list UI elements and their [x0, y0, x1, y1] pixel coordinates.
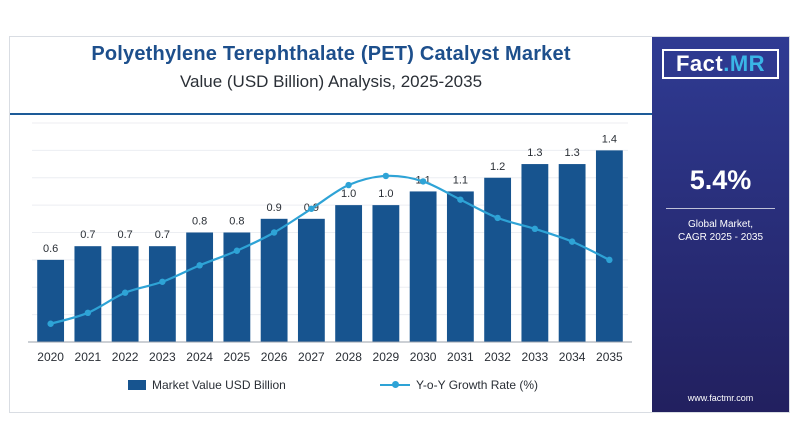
growth-rate-point [233, 247, 241, 254]
bar [297, 218, 325, 342]
bar-value-label: 1.1 [453, 174, 468, 186]
side-divider [666, 208, 775, 209]
growth-rate-point [345, 181, 352, 189]
growth-rate-point [568, 238, 576, 245]
x-tick-label: 2028 [335, 350, 362, 364]
bar-value-label: 0.7 [155, 229, 170, 241]
x-tick-label: 2025 [224, 350, 251, 364]
legend-item-bars: Market Value USD Billion [128, 378, 286, 392]
bar [74, 246, 102, 342]
bar-value-label: 1.4 [602, 133, 617, 145]
growth-rate-point [494, 214, 501, 222]
bar-value-label: 0.7 [117, 229, 132, 241]
bar [521, 164, 549, 342]
growth-rate-point [84, 309, 92, 316]
x-tick-label: 2021 [75, 350, 102, 364]
x-tick-label: 2020 [37, 350, 64, 364]
cagr-value: 5.4% [689, 165, 752, 195]
x-tick-label: 2027 [298, 350, 325, 364]
bar-value-label: 1.3 [527, 147, 542, 159]
x-tick-label: 2024 [186, 350, 213, 364]
factmr-logo: Fact .MR [662, 49, 779, 79]
bar-value-label: 0.8 [192, 216, 207, 228]
legend-line-swatch [380, 381, 410, 388]
bar [446, 191, 474, 342]
x-tick-label: 2032 [484, 350, 511, 364]
growth-rate-point [47, 320, 54, 327]
cagr-label: Global Market, CAGR 2025 - 2035 [652, 218, 789, 244]
title-divider [10, 113, 652, 115]
growth-rate-point [121, 289, 129, 296]
growth-rate-point [457, 196, 464, 203]
growth-rate-point [196, 262, 203, 269]
cagr-label-line1: Global Market, [687, 219, 754, 230]
growth-rate-point [531, 225, 539, 233]
logo-text-part2: .MR [723, 51, 766, 76]
growth-rate-point [419, 178, 427, 185]
legend-bar-label: Market Value USD Billion [152, 378, 286, 392]
plot-area: 0.6 2020 0.7 2021 0.7 2022 0.7 2023 0.8 2024 0.8 20… [28, 122, 632, 364]
x-tick-label: 2035 [596, 350, 623, 364]
legend: Market Value USD Billion Y-o-Y Growth Ra… [10, 376, 652, 396]
x-tick-label: 2029 [373, 350, 400, 364]
bar-value-label: 1.3 [564, 147, 579, 159]
bar [260, 218, 288, 342]
x-tick-label: 2023 [149, 350, 176, 364]
bar-value-label: 1.0 [378, 188, 393, 200]
bar-value-label: 0.6 [43, 243, 58, 255]
bar [37, 259, 65, 342]
bar-value-label: 1.2 [490, 161, 505, 173]
chart-frame: Polyethylene Terephthalate (PET) Catalys… [9, 36, 790, 413]
bar [558, 164, 586, 342]
x-tick-label: 2034 [559, 350, 586, 364]
growth-rate-point [382, 172, 390, 180]
bar [409, 191, 437, 342]
cagr-label-line2: CAGR 2025 - 2035 [677, 232, 764, 243]
growth-rate-point [308, 205, 315, 212]
growth-rate-point [159, 278, 166, 285]
chart-area: Polyethylene Terephthalate (PET) Catalys… [10, 37, 652, 412]
legend-bar-swatch [128, 380, 146, 390]
bar [186, 232, 214, 342]
x-tick-label: 2026 [261, 350, 288, 364]
website-url: www.factmr.com [687, 393, 754, 403]
x-tick-label: 2030 [410, 350, 437, 364]
bar-value-label: 0.7 [80, 229, 95, 241]
side-panel: Fact .MR 5.4% Global Market, CAGR 2025 - … [652, 37, 789, 412]
x-tick-label: 2022 [112, 350, 139, 364]
bar [148, 246, 176, 342]
bar-value-label: 0.9 [266, 202, 281, 214]
bar-value-label: 0.8 [229, 216, 244, 228]
bar [335, 205, 363, 342]
chart-title: Polyethylene Terephthalate (PET) Catalys… [91, 43, 571, 65]
bar [484, 177, 512, 342]
growth-rate-point [270, 229, 278, 236]
bar [595, 150, 623, 342]
bar-value-label: 1.0 [341, 188, 356, 200]
logo-text-part1: Fact [675, 51, 724, 76]
x-tick-label: 2033 [522, 350, 549, 364]
legend-line-label: Y-o-Y Growth Rate (%) [416, 378, 539, 392]
growth-rate-point [606, 256, 613, 264]
legend-item-line: Y-o-Y Growth Rate (%) [380, 378, 538, 392]
chart-subtitle: Value (USD Billion) Analysis, 2025-2035 [179, 72, 483, 91]
x-tick-label: 2031 [447, 350, 474, 364]
growth-rate-line [50, 174, 610, 325]
bar [372, 205, 400, 342]
